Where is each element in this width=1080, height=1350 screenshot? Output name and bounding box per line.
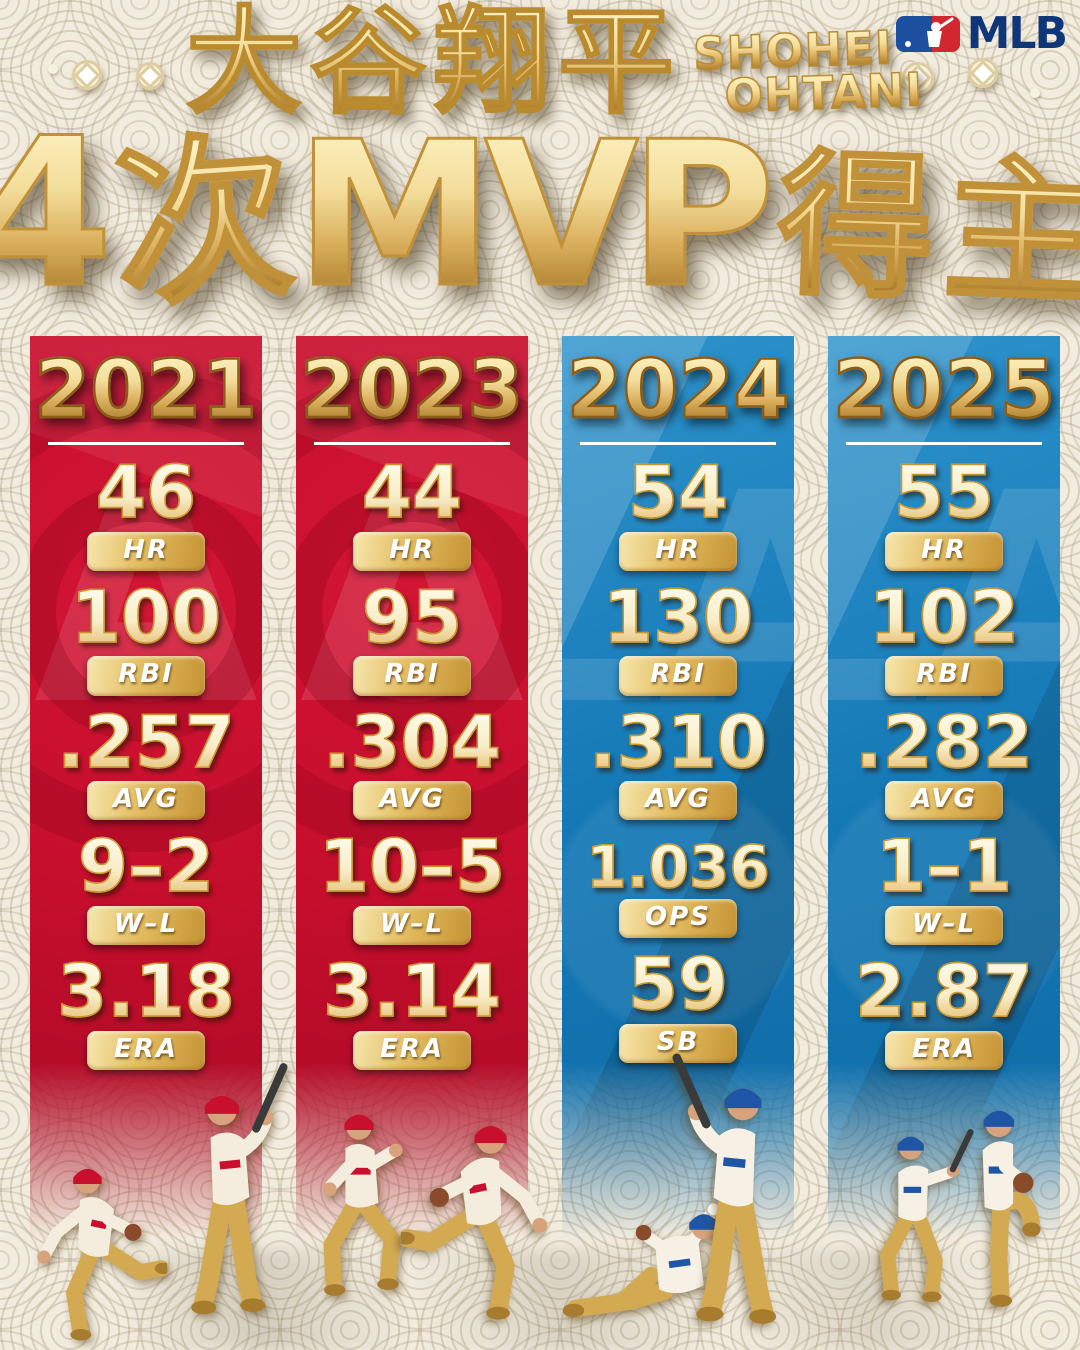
player-photo-angels-pitch	[398, 1082, 564, 1328]
stat-value: 3.18	[30, 953, 262, 1030]
stat-value: 1.036	[562, 829, 794, 898]
stat-label-badge: W–L	[885, 905, 1003, 946]
stat-value: 54	[562, 454, 794, 531]
ground-shadow	[0, 1250, 1080, 1350]
stat-row: 1–1 W–L	[828, 828, 1060, 946]
stat-value: 100	[30, 578, 262, 656]
stat-label-badge: RBI	[619, 656, 737, 696]
stat-row: 44 HR	[296, 454, 528, 571]
stat-value: .310	[562, 703, 794, 781]
stat-row: 54 HR	[562, 454, 794, 571]
stat-value: .282	[828, 703, 1060, 781]
stat-value: 95	[296, 578, 528, 656]
stat-label-badge: HR	[87, 531, 205, 571]
stat-label-badge: HR	[353, 531, 471, 571]
stat-list: 55 HR 102 RBI .282 AVG 1–1 W–L 2.87 ERA	[828, 454, 1060, 1070]
stat-value: 46	[30, 454, 262, 531]
stat-row: 1.036 OPS	[562, 829, 794, 939]
player-photo-dodgers-kick	[946, 1052, 1068, 1340]
stat-label-badge: AVG	[87, 781, 205, 821]
divider-line	[846, 442, 1042, 445]
mlb-wordmark: MLB	[966, 8, 1068, 59]
decorative-coin	[72, 60, 102, 90]
stat-value: 9–2	[30, 828, 262, 905]
stat-label-badge: AVG	[619, 781, 737, 821]
stat-value: 10–5	[296, 828, 528, 905]
stat-list: 54 HR 130 RBI .310 AVG 1.036 OPS 59 SB	[562, 454, 794, 1064]
player-photo-dodgers-batter	[668, 1048, 818, 1330]
stat-row: .257 AVG	[30, 703, 262, 821]
stat-value: 59	[562, 946, 794, 1023]
stat-label-badge: W–L	[353, 905, 471, 946]
stat-row: 9–2 W–L	[30, 828, 262, 946]
season-year: 2024	[562, 348, 794, 431]
player-name-kanji: 大谷翔平	[185, 0, 682, 130]
stat-row: 10–5 W–L	[296, 828, 528, 946]
stat-row: 102 RBI	[828, 578, 1060, 696]
stat-label-badge: RBI	[885, 656, 1003, 696]
season-column-2023: 2023 44 HR 95 RBI .304 AVG 10–5 W–L 3.14…	[296, 336, 528, 1256]
stat-label-badge: RBI	[353, 656, 471, 696]
stat-value: .257	[30, 703, 262, 781]
stat-row: 46 HR	[30, 454, 262, 571]
stat-label-badge: AVG	[353, 781, 471, 821]
stat-label-badge: ERA	[353, 1030, 471, 1070]
stat-row: 3.14 ERA	[296, 953, 528, 1070]
stat-label-badge: ERA	[87, 1030, 205, 1070]
stat-value: 3.14	[296, 953, 528, 1030]
stat-row: 55 HR	[828, 454, 1060, 571]
stat-label-badge: HR	[619, 531, 737, 571]
stat-value: 130	[562, 578, 794, 656]
player-photo-angels-batter	[152, 1058, 292, 1320]
stat-row: 130 RBI	[562, 578, 794, 696]
stat-value: 55	[828, 454, 1060, 531]
divider-line	[48, 442, 244, 445]
stat-row: 95 RBI	[296, 578, 528, 696]
stat-label-badge: HR	[885, 531, 1003, 571]
stat-label-badge: W–L	[87, 905, 205, 946]
stat-label-badge: RBI	[87, 656, 205, 696]
season-column-2025: 2025 55 HR 102 RBI .282 AVG 1–1 W–L 2.87…	[828, 336, 1060, 1256]
stat-value: 2.87	[828, 953, 1060, 1030]
stat-value: 102	[828, 578, 1060, 656]
stat-label-badge: AVG	[885, 781, 1003, 821]
main-title: 4 次 MVP 得主	[0, 99, 1080, 333]
stat-row: 59 SB	[562, 946, 794, 1064]
stat-label-badge: SB	[619, 1024, 737, 1064]
stat-row: 100 RBI	[30, 578, 262, 696]
mlb-batter-icon	[895, 16, 960, 52]
title-mvp-text: MVP	[294, 99, 777, 332]
stat-value: .304	[296, 703, 528, 781]
decorative-coin	[968, 58, 998, 88]
season-year: 2021	[30, 348, 262, 431]
decorative-dot	[1030, 88, 1040, 98]
stat-row: .282 AVG	[828, 703, 1060, 821]
stat-row: .304 AVG	[296, 703, 528, 821]
mlb-logo: MLB	[895, 8, 1068, 59]
season-year: 2023	[296, 348, 528, 431]
season-year: 2025	[828, 348, 1060, 431]
title-mvp-count: 4	[0, 110, 115, 318]
stat-label-badge: OPS	[619, 899, 737, 939]
stat-label-badge: ERA	[885, 1030, 1003, 1070]
season-column-2021: 2021 46 HR 100 RBI .257 AVG 9–2 W–L 3.18…	[30, 336, 262, 1256]
stat-value: 44	[296, 454, 528, 531]
stat-list: 44 HR 95 RBI .304 AVG 10–5 W–L 3.14 ERA	[296, 454, 528, 1070]
divider-line	[314, 442, 510, 445]
stat-value: 1–1	[828, 828, 1060, 905]
stat-list: 46 HR 100 RBI .257 AVG 9–2 W–L 3.18 ERA	[30, 454, 262, 1070]
decorative-coin	[902, 62, 934, 94]
stat-row: 2.87 ERA	[828, 953, 1060, 1070]
decorative-coin	[136, 62, 164, 90]
divider-line	[580, 442, 776, 445]
stat-row: .310 AVG	[562, 703, 794, 821]
stat-row: 3.18 ERA	[30, 953, 262, 1070]
decorative-dot	[48, 64, 58, 74]
